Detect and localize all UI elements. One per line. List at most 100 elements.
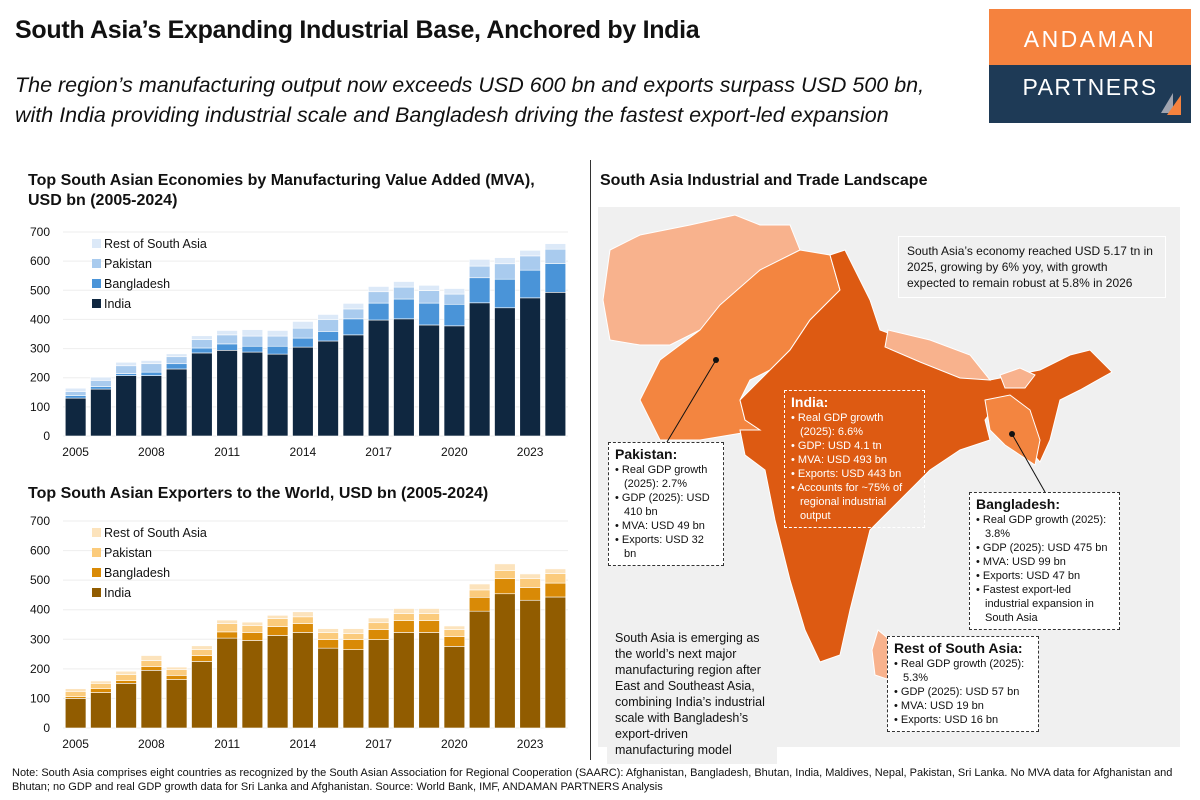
list-item: MVA: USD 99 bn xyxy=(976,555,1113,569)
map-pakistan xyxy=(639,249,841,441)
list-item: Real GDP growth (2025): 2.7% xyxy=(615,463,717,491)
mva-title-line2: USD bn (2005-2024) xyxy=(28,192,178,209)
bar-india xyxy=(292,346,314,437)
bar-pakistan xyxy=(317,319,339,332)
divider xyxy=(590,160,591,760)
bar-bangladesh xyxy=(165,363,188,370)
y-tick-label: 400 xyxy=(30,312,50,326)
bar-bangladesh xyxy=(140,371,163,376)
bar-rest-of-south-asia xyxy=(494,563,516,571)
bar-rest-of-south-asia xyxy=(241,621,264,626)
list-item: GDP (2025): USD 57 bn xyxy=(894,685,1032,699)
bar-pakistan xyxy=(165,669,188,676)
map-bhutan xyxy=(999,367,1036,389)
legend-label: Rest of South Asia xyxy=(104,526,207,540)
bar-india xyxy=(140,670,163,729)
bar-pakistan xyxy=(241,335,264,347)
bar-bangladesh xyxy=(292,623,314,633)
x-tick-label: 2008 xyxy=(138,445,165,459)
bar-bangladesh xyxy=(519,587,541,601)
bar-bangladesh xyxy=(266,345,289,355)
mva-chart-title: Top South Asian Economies by Manufacturi… xyxy=(28,171,535,211)
exports-chart-title: Top South Asian Exporters to the World, … xyxy=(28,485,489,502)
map-title: South Asia Industrial and Trade Landscap… xyxy=(600,172,928,189)
logo-bottom-text: PARTNERS xyxy=(1022,74,1158,100)
y-tick-label: 700 xyxy=(30,225,50,239)
bar-rest-of-south-asia xyxy=(342,303,365,310)
bar-rest-of-south-asia xyxy=(519,250,541,257)
bar-pakistan xyxy=(216,623,238,633)
bar-rest-of-south-asia xyxy=(544,568,567,574)
bar-bangladesh xyxy=(115,373,137,376)
bar-rest-of-south-asia xyxy=(165,353,188,358)
bar-pakistan xyxy=(494,570,516,579)
bar-pakistan xyxy=(191,339,213,349)
bar-pakistan xyxy=(367,622,390,630)
bar-pakistan xyxy=(241,625,264,633)
bar-pakistan xyxy=(443,629,466,637)
bar-india xyxy=(443,646,466,729)
y-tick-label: 700 xyxy=(30,514,50,528)
bar-rest-of-south-asia xyxy=(90,376,112,381)
bar-bangladesh xyxy=(494,278,516,309)
bar-pakistan xyxy=(140,363,163,373)
bar-india xyxy=(443,325,466,437)
bar-india xyxy=(165,679,188,729)
legend-swatch xyxy=(92,279,101,288)
bar-rest-of-south-asia xyxy=(191,335,213,340)
bar-pakistan xyxy=(393,613,415,621)
bar-india xyxy=(64,397,87,437)
bar-bangladesh xyxy=(418,302,440,326)
bar-bangladesh xyxy=(468,596,491,612)
bangladesh-marker xyxy=(1009,431,1015,437)
bar-rest-of-south-asia xyxy=(342,628,365,634)
bar-india xyxy=(90,692,112,729)
list-item: Exports: USD 32 bn xyxy=(615,533,717,561)
bar-rest-of-south-asia xyxy=(443,625,466,630)
bar-india xyxy=(418,632,440,729)
bar-pakistan xyxy=(342,633,365,640)
y-tick-label: 600 xyxy=(30,254,50,268)
legend-label: India xyxy=(104,586,131,600)
bar-bangladesh xyxy=(90,688,112,693)
list-item: Real GDP growth (2025): 3.8% xyxy=(976,513,1113,541)
bar-rest-of-south-asia xyxy=(544,243,567,250)
bar-india xyxy=(191,661,213,729)
bar-rest-of-south-asia xyxy=(115,670,137,675)
bar-india xyxy=(342,334,365,437)
bar-india xyxy=(393,632,415,729)
bar-pakistan xyxy=(90,683,112,689)
legend-swatch xyxy=(92,528,101,537)
bar-pakistan xyxy=(544,248,567,264)
bar-bangladesh xyxy=(443,303,466,327)
list-item: Accounts for ~75% of regional industrial… xyxy=(791,481,918,523)
bar-india xyxy=(519,297,541,437)
list-item: MVA: USD 49 bn xyxy=(615,519,717,533)
andaman-partners-logo: ANDAMAN PARTNERS xyxy=(989,9,1191,123)
bar-rest-of-south-asia xyxy=(266,615,289,619)
page-title: South Asia’s Expanding Industrial Base, … xyxy=(15,16,700,44)
bar-rest-of-south-asia xyxy=(64,688,87,692)
bar-india xyxy=(292,632,314,729)
bar-bangladesh xyxy=(115,680,137,684)
x-tick-label: 2005 xyxy=(62,737,89,751)
bar-pakistan xyxy=(544,573,567,584)
bar-pakistan xyxy=(418,613,440,621)
bar-bangladesh xyxy=(342,639,365,650)
legend-label: Bangladesh xyxy=(104,566,170,580)
bar-pakistan xyxy=(64,391,87,396)
bar-india xyxy=(266,635,289,729)
list-item: Exports: USD 443 bn xyxy=(791,467,918,481)
bar-pakistan xyxy=(191,649,213,656)
bar-rest-of-south-asia xyxy=(216,330,238,336)
list-item: GDP: USD 4.1 tn xyxy=(791,439,918,453)
legend-swatch xyxy=(92,239,101,248)
bar-bangladesh xyxy=(544,263,567,293)
bar-india xyxy=(468,610,491,729)
bar-pakistan xyxy=(418,290,440,304)
bar-rest-of-south-asia xyxy=(292,611,314,618)
bar-india xyxy=(90,388,112,437)
bar-pakistan xyxy=(393,286,415,300)
y-tick-label: 200 xyxy=(30,371,50,385)
footnote: Note: South Asia comprises eight countri… xyxy=(12,767,1173,793)
